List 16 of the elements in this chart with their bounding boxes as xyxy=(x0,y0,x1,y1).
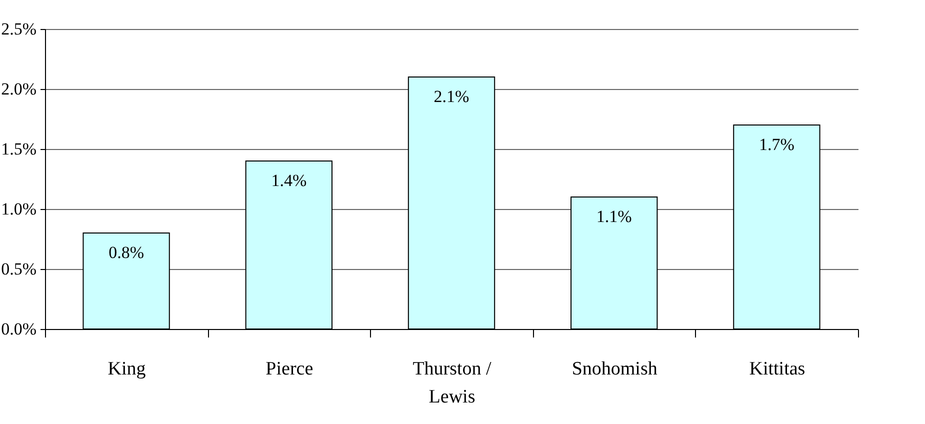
x-tick-label: Kittitas xyxy=(749,358,806,380)
data-label: 1.4% xyxy=(271,171,307,190)
y-tick-label: 0.5% xyxy=(1,260,36,278)
y-tick-label: 1.5% xyxy=(1,140,36,158)
y-tick-label: 1.0% xyxy=(1,200,36,218)
y-tick-label: 0.0% xyxy=(1,320,36,338)
x-tick-label: Thurston / Lewis xyxy=(412,358,492,408)
y-tick-label: 2.0% xyxy=(1,80,36,98)
x-tick-label: King xyxy=(108,358,146,380)
x-tick-label: Pierce xyxy=(266,358,314,380)
data-label: 0.8% xyxy=(108,243,144,262)
data-label: 2.1% xyxy=(434,87,470,106)
x-tick-label: Snohomish xyxy=(572,358,658,380)
y-tick-label: 2.5% xyxy=(1,20,36,38)
data-label: 1.1% xyxy=(596,207,632,226)
data-label: 1.7% xyxy=(758,135,794,154)
